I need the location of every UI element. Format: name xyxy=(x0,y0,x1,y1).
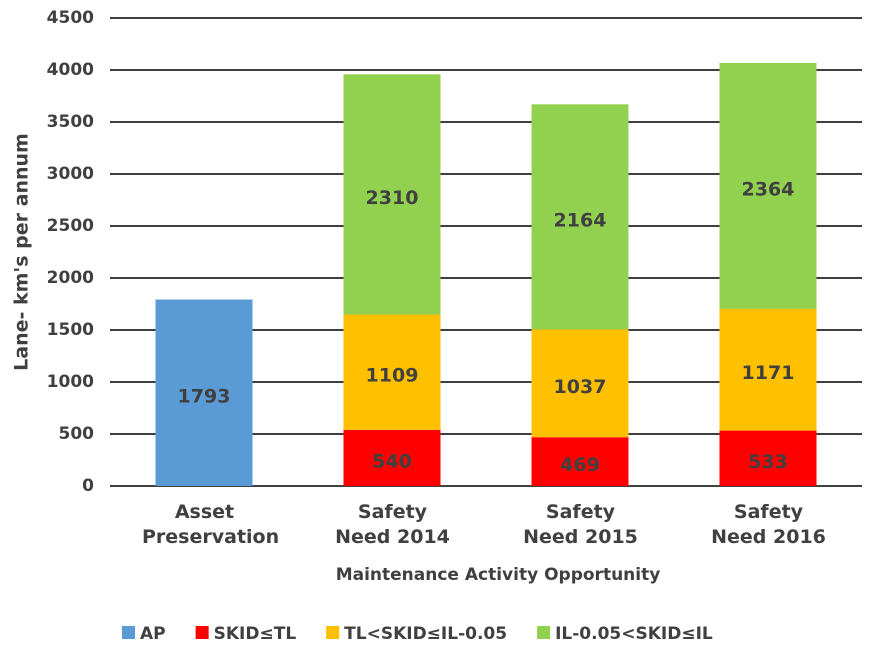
data-label: 533 xyxy=(748,451,788,473)
y-tick-label: 4000 xyxy=(47,60,94,80)
y-tick-label: 2500 xyxy=(47,216,94,236)
legend-swatch xyxy=(122,626,135,639)
data-label: 1171 xyxy=(742,362,795,384)
x-tick-label: Asset Preservation xyxy=(142,501,280,548)
bar xyxy=(343,314,441,430)
y-tick-label: 3500 xyxy=(47,112,94,132)
y-tick-label: 3000 xyxy=(47,164,94,184)
data-label: 1109 xyxy=(366,365,419,387)
y-tick-label: 4500 xyxy=(47,8,94,28)
legend-swatch xyxy=(195,626,209,639)
y-tick-label: 0 xyxy=(82,476,94,496)
x-axis-title: Maintenance Activity Opportunity xyxy=(336,565,661,585)
y-axis-title: Lane- km's per annum xyxy=(11,133,33,371)
data-label: 2164 xyxy=(554,209,607,231)
bar xyxy=(343,74,441,315)
bar xyxy=(531,104,629,330)
bar xyxy=(531,437,629,486)
data-label: 1037 xyxy=(554,376,607,398)
bar xyxy=(531,329,629,438)
bar xyxy=(155,299,253,486)
data-label: 1793 xyxy=(178,385,231,407)
x-tick-label: Safety Need 2016 xyxy=(711,501,826,548)
bar xyxy=(719,308,817,431)
data-label: 469 xyxy=(560,454,600,476)
y-tick-label: 1500 xyxy=(47,320,94,340)
legend-label: IL-0.05<SKID≤IL xyxy=(555,624,713,644)
bar xyxy=(719,430,817,486)
bar xyxy=(719,62,817,309)
y-tick-label: 500 xyxy=(59,424,95,444)
legend-label: SKID≤TL xyxy=(214,624,297,644)
x-tick-label: Safety Need 2014 xyxy=(335,501,450,548)
data-label: 2364 xyxy=(742,178,795,200)
bar xyxy=(343,429,441,486)
y-tick-label: 2000 xyxy=(47,268,94,288)
data-label: 2310 xyxy=(366,187,419,209)
x-tick-label: Safety Need 2015 xyxy=(523,501,638,548)
legend-label: AP xyxy=(140,624,166,644)
data-label: 540 xyxy=(372,450,412,472)
legend-swatch xyxy=(537,626,551,639)
y-tick-label: 1000 xyxy=(47,372,94,392)
legend-label: TL<SKID≤IL-0.05 xyxy=(344,624,507,644)
legend-swatch xyxy=(326,626,340,639)
